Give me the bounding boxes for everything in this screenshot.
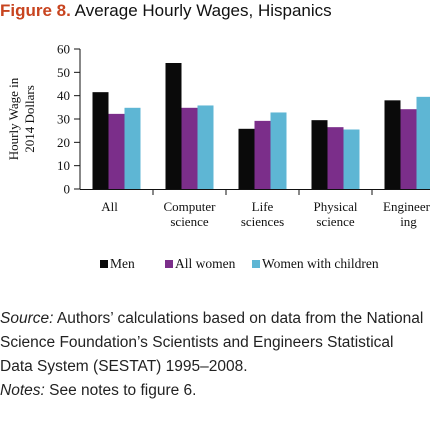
bar-men — [165, 63, 182, 189]
bar-all-women — [327, 127, 344, 189]
x-tick-label: ing — [400, 214, 417, 229]
y-tick-label: 40 — [57, 88, 70, 103]
bar-all-women — [181, 107, 198, 189]
figure-notes: Source: Authors’ calculations based on d… — [0, 307, 428, 403]
legend-swatch — [165, 260, 173, 268]
bar-chart: 0 10 20 30 40 50 60 Hourly Wage in 2014 Dollars A… — [6, 42, 430, 271]
y-axis-label: Hourly Wage in 2014 Dollars — [6, 77, 37, 160]
bar-men — [92, 92, 109, 189]
y-tick-label: 20 — [57, 135, 70, 150]
y-axis-label-line: 2014 Dollars — [22, 85, 37, 153]
bar-men — [384, 100, 401, 189]
bar-women-with-children — [416, 96, 430, 189]
bar-all-women — [254, 120, 271, 189]
bar-men — [311, 120, 328, 189]
notes-text: See notes to figure 6. — [44, 382, 197, 399]
x-tick-label: All — [101, 199, 118, 214]
y-tick-label: 60 — [57, 42, 70, 57]
bar-men — [238, 128, 255, 189]
figure-title-text: Average Hourly Wages, Hispanics — [74, 1, 332, 20]
source-text: Authors’ calculations based on data from… — [0, 310, 424, 375]
bar-all-women — [108, 113, 125, 189]
legend-label: All women — [175, 256, 236, 271]
bar-women-with-children — [197, 105, 214, 189]
bar-women-with-children — [124, 107, 141, 189]
figure-number: Figure 8. — [0, 1, 71, 20]
x-tick-label: Physical — [313, 199, 357, 214]
bar-women-with-children — [270, 112, 287, 189]
x-tick-label: sciences — [241, 214, 284, 229]
legend-swatch — [100, 260, 108, 268]
y-tick-label: 30 — [57, 112, 70, 127]
y-tick-label: 0 — [64, 182, 71, 197]
x-tick-label: Life — [252, 199, 274, 214]
legend-swatch — [252, 260, 260, 268]
figure-title: Figure 8. Average Hourly Wages, Hispanic… — [0, 0, 430, 22]
source-label: Source: — [0, 310, 54, 327]
notes-label: Notes: — [0, 382, 45, 399]
bar-women-with-children — [343, 129, 360, 189]
legend-label: Women with children — [262, 256, 379, 271]
bar-all-women — [400, 109, 417, 189]
y-tick-label: 50 — [57, 65, 70, 80]
x-tick-label: science — [316, 214, 354, 229]
legend-label: Men — [110, 256, 135, 271]
y-tick-label: 10 — [57, 158, 70, 173]
y-axis-label-line: Hourly Wage in — [6, 77, 21, 160]
x-tick-label: science — [170, 214, 208, 229]
x-tick-label: Engineer- — [383, 199, 430, 214]
x-tick-label: Computer — [164, 199, 217, 214]
